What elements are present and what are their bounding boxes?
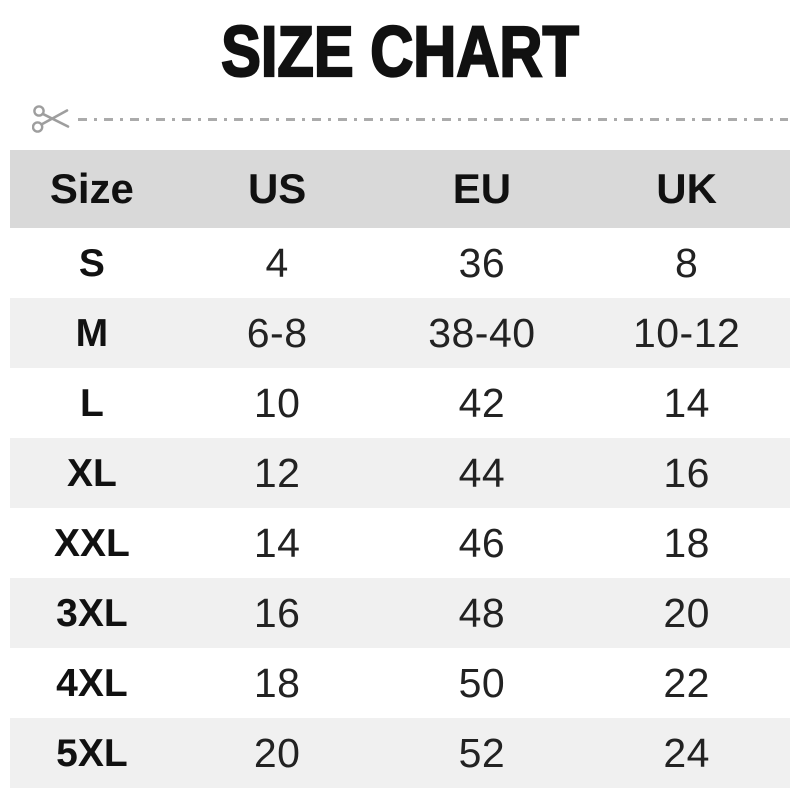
us-value-cell: 14 [253, 519, 301, 566]
table-row-m: M 6-8 38-40 10-12 [10, 298, 790, 368]
size-label-cell: L [79, 381, 104, 425]
size-label-cell: XL [66, 451, 117, 495]
cut-line [32, 102, 788, 136]
dashed-cut-line [78, 118, 788, 121]
us-value-cell: 16 [253, 589, 301, 636]
size-label-cell: 4XL [56, 661, 128, 705]
table-row-xl: XL 12 44 16 [10, 438, 790, 508]
table-row-s: S 4 36 8 [10, 228, 790, 298]
column-header-eu: EU [452, 165, 512, 212]
eu-value-cell: 44 [458, 449, 506, 496]
table-row-l: L 10 42 14 [10, 368, 790, 438]
size-chart-table: Size US EU UK S 4 36 8 M 6-8 38-40 10-12… [10, 150, 790, 788]
size-label-cell: 5XL [56, 731, 128, 775]
table-row-3xl: 3XL 16 48 20 [10, 578, 790, 648]
eu-value-cell: 50 [458, 659, 506, 706]
eu-value-cell: 38-40 [428, 309, 536, 356]
uk-value-cell: 8 [674, 239, 699, 286]
us-value-cell: 20 [253, 729, 301, 776]
uk-value-cell: 16 [663, 449, 710, 496]
size-label-cell: 3XL [56, 591, 128, 635]
eu-value-cell: 42 [458, 379, 506, 426]
table-row-5xl: 5XL 20 52 24 [10, 718, 790, 788]
table-header-row: Size US EU UK [10, 150, 790, 228]
uk-value-cell: 20 [663, 589, 710, 636]
uk-value-cell: 24 [663, 729, 710, 776]
size-label-cell: S [78, 241, 105, 285]
eu-value-cell: 52 [458, 729, 506, 776]
scissors-icon [32, 105, 70, 133]
size-label-cell: XXL [53, 521, 130, 565]
column-header-us: US [247, 165, 307, 212]
eu-value-cell: 36 [458, 239, 506, 286]
column-header-size: Size [49, 165, 134, 212]
table-row-xxl: XXL 14 46 18 [10, 508, 790, 578]
page-title: SIZE CHART [220, 11, 580, 92]
table-row-4xl: 4XL 18 50 22 [10, 648, 790, 718]
us-value-cell: 12 [253, 449, 301, 496]
us-value-cell: 6-8 [246, 309, 308, 356]
us-value-cell: 10 [253, 379, 301, 426]
column-header-uk: UK [656, 165, 717, 212]
uk-value-cell: 14 [663, 379, 710, 426]
eu-value-cell: 46 [458, 519, 506, 566]
eu-value-cell: 48 [458, 589, 506, 636]
uk-value-cell: 18 [663, 519, 710, 566]
us-value-cell: 18 [253, 659, 301, 706]
us-value-cell: 4 [265, 239, 289, 286]
size-label-cell: M [75, 311, 109, 355]
uk-value-cell: 22 [663, 659, 710, 706]
uk-value-cell: 10-12 [632, 309, 741, 356]
